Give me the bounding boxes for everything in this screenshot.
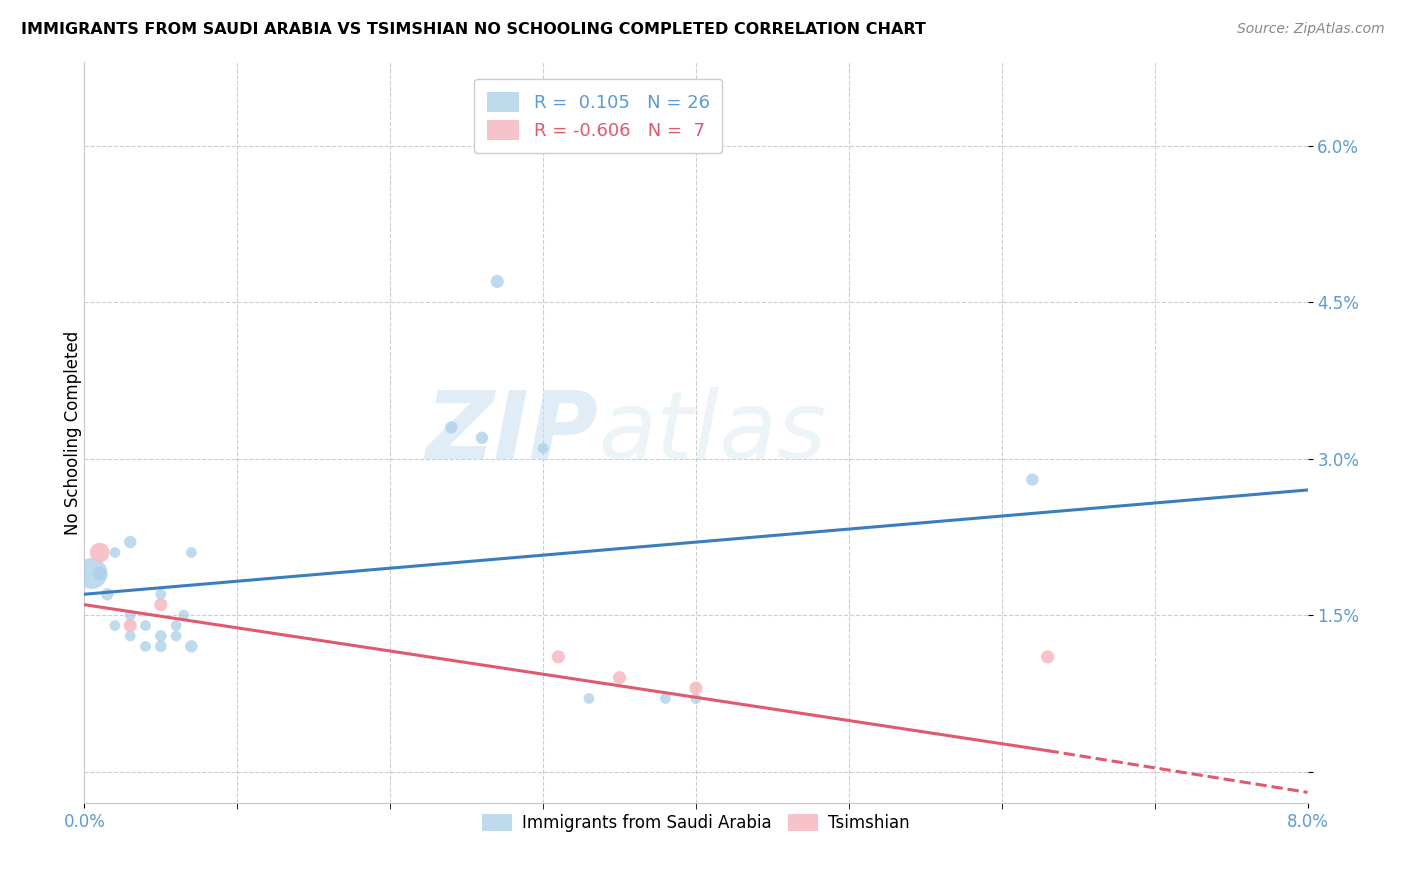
Point xyxy=(685,681,707,695)
Point xyxy=(165,618,187,632)
Legend: Immigrants from Saudi Arabia, Tsimshian: Immigrants from Saudi Arabia, Tsimshian xyxy=(475,807,917,838)
Point xyxy=(120,629,142,643)
Point xyxy=(104,618,127,632)
Point xyxy=(89,545,111,559)
Text: atlas: atlas xyxy=(598,387,827,478)
Point xyxy=(135,618,157,632)
Point xyxy=(120,535,142,549)
Point xyxy=(471,431,494,445)
Point xyxy=(1021,473,1043,487)
Point xyxy=(547,649,569,664)
Point xyxy=(486,274,509,288)
Point xyxy=(149,587,172,601)
Point xyxy=(120,618,142,632)
Point xyxy=(609,671,631,685)
Text: ZIP: ZIP xyxy=(425,386,598,479)
Text: Source: ZipAtlas.com: Source: ZipAtlas.com xyxy=(1237,22,1385,37)
Point xyxy=(89,566,111,581)
Point xyxy=(165,629,187,643)
Point xyxy=(149,629,172,643)
Point xyxy=(180,545,202,559)
Point xyxy=(654,691,676,706)
Point xyxy=(135,640,157,654)
Point xyxy=(149,598,172,612)
Point xyxy=(149,640,172,654)
Text: IMMIGRANTS FROM SAUDI ARABIA VS TSIMSHIAN NO SCHOOLING COMPLETED CORRELATION CHA: IMMIGRANTS FROM SAUDI ARABIA VS TSIMSHIA… xyxy=(21,22,927,37)
Point xyxy=(173,608,195,623)
Point xyxy=(96,587,118,601)
Point xyxy=(440,420,463,434)
Point xyxy=(80,566,103,581)
Point xyxy=(685,691,707,706)
Y-axis label: No Schooling Completed: No Schooling Completed xyxy=(65,331,82,534)
Point xyxy=(180,640,202,654)
Point xyxy=(120,608,142,623)
Point xyxy=(578,691,600,706)
Point xyxy=(531,442,554,456)
Point xyxy=(104,545,127,559)
Point xyxy=(1036,649,1059,664)
